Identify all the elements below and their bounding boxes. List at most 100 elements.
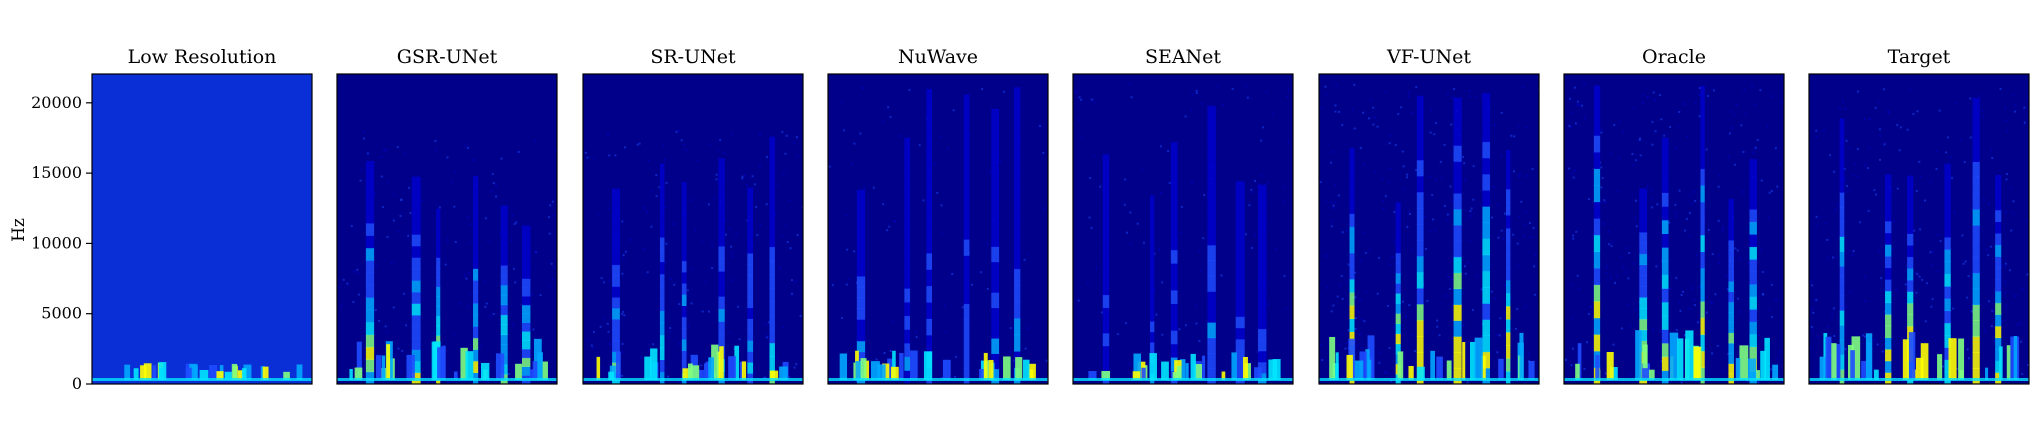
noise-speck [607,330,610,333]
noise-speck [2003,280,2006,283]
noise-speck [1129,211,1132,214]
energy-segment [1593,135,1601,153]
energy-segment [1661,178,1669,193]
noise-speck [1576,100,1579,103]
noise-speck [892,320,895,323]
noise-speck [1123,203,1126,206]
energy-segment [1639,264,1648,276]
low-band-energy [1677,338,1684,380]
noise-speck [1856,90,1859,93]
noise-speck [1406,225,1409,228]
noise-speck [1918,160,1921,163]
energy-segment [1207,337,1216,354]
noise-speck [1603,199,1606,202]
energy-segment [500,314,508,326]
noise-speck [675,130,678,133]
energy-segment [1749,159,1757,173]
low-band-energy [241,368,247,380]
low-band-energy [1231,352,1237,380]
noise-speck [1510,134,1513,137]
noise-speck [1769,368,1772,371]
noise-speck [756,233,759,236]
noise-speck [380,155,383,158]
low-band-energy [1221,371,1226,380]
noise-speck [1321,359,1324,362]
energy-segment [1839,177,1845,193]
energy-segment [926,121,933,139]
energy-segment [963,158,970,176]
low-band-energy [608,371,615,380]
energy-segment [1593,168,1601,186]
noise-speck [1446,276,1449,279]
energy-segment [365,198,375,212]
energy-segment [1170,155,1178,170]
noise-speck [1588,313,1591,316]
energy-segment [1014,103,1021,121]
noise-speck [1199,269,1202,272]
energy-segment [1416,255,1424,273]
noise-speck [1835,256,1838,259]
energy-segment [1506,370,1511,384]
noise-speck [893,220,896,223]
energy-segment [1944,310,1951,324]
energy-segment [1482,367,1491,384]
noise-speck [1449,185,1452,188]
energy-segment [963,335,970,353]
energy-segment [1639,199,1648,211]
noise-speck [1334,200,1337,203]
noise-speck [603,316,606,319]
energy-segment [681,215,687,228]
energy-segment [904,260,911,276]
noise-speck [1045,359,1048,362]
low-band-energy [890,366,899,380]
energy-segment [747,209,754,221]
noise-speck [446,381,449,384]
noise-speck [1338,110,1341,113]
energy-segment [1907,279,1914,292]
noise-speck [1881,350,1884,353]
noise-speck [592,330,595,333]
low-band-energy [1101,370,1111,380]
noise-speck [680,139,683,142]
energy-segment [1661,260,1669,276]
energy-segment [1639,210,1648,222]
energy-segment [1728,229,1734,241]
energy-segment [1014,202,1021,220]
energy-segment [1102,345,1110,359]
noise-speck [1368,117,1371,120]
energy-segment [1972,304,1980,321]
noise-speck [510,239,513,242]
energy-segment [1102,281,1110,296]
noise-speck [1919,176,1922,179]
noise-speck [700,364,703,367]
noise-speck [2023,121,2026,124]
noise-speck [1185,324,1188,327]
energy-segment [1235,338,1245,351]
noise-speck [1469,209,1472,212]
energy-segment [1728,219,1734,231]
noise-speck [1829,154,1832,157]
noise-speck [1580,104,1583,107]
noise-speck [1776,357,1779,360]
noise-speck [1216,84,1219,87]
noise-speck [495,195,498,198]
energy-segment [1453,240,1462,258]
energy-segment [1700,317,1705,335]
noise-speck [1475,274,1478,277]
noise-speck [889,116,892,119]
energy-segment [1839,236,1845,252]
noise-speck [586,156,589,159]
noise-speck [1654,99,1657,102]
noise-speck [1859,221,1862,224]
noise-speck [1503,212,1506,215]
energy-segment [1014,153,1021,171]
noise-speck [1251,190,1254,193]
noise-speck [1330,310,1333,313]
energy-segment [1700,135,1705,153]
noise-speck [1725,274,1728,277]
low-band-energy [1481,355,1486,380]
low-band-energy [1332,363,1339,380]
noise-speck [1503,284,1506,287]
noise-speck [2005,119,2008,122]
noise-speck [1274,248,1277,251]
